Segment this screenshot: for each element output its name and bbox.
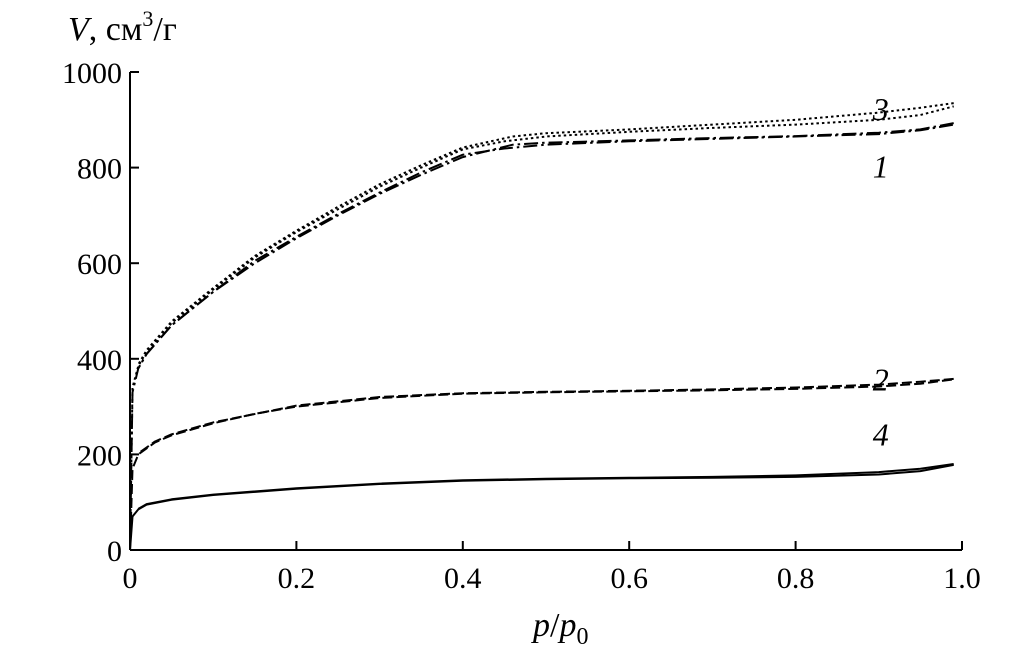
- x-tick-label: 0: [123, 562, 138, 595]
- x-axis-var: p: [531, 607, 550, 644]
- series-3-desorption-line: [137, 102, 954, 366]
- curve-labels: 1 2 3 4: [872, 91, 889, 452]
- curve-label-4: 4: [873, 416, 889, 452]
- series-2-desorption-line: [137, 377, 954, 455]
- curve-label-3: 3: [872, 91, 889, 127]
- y-tick-label: 800: [77, 153, 122, 186]
- y-tick-label: 0: [107, 535, 122, 568]
- curve-label-2: 2: [873, 361, 889, 397]
- series-4-adsorption-line: [129, 463, 954, 551]
- curve-label-1: 1: [873, 149, 889, 185]
- y-tick-label: 600: [77, 248, 122, 281]
- x-axis-title: p/p0: [531, 607, 588, 650]
- x-tick-label: 1.0: [943, 562, 981, 595]
- x-axis-var2: p: [557, 607, 576, 644]
- x-tick-label: 0.2: [278, 562, 316, 595]
- y-axis-title: V, см3/г: [68, 6, 177, 48]
- y-tick-label: 200: [77, 439, 122, 472]
- series-1-adsorption-line: [129, 123, 954, 551]
- y-tick-label: 400: [77, 344, 122, 377]
- series-4-desorption-line: [137, 463, 954, 510]
- ticks: 0 0.2 0.4 0.6 0.8 1.0 0 200 400 600 800 1000: [62, 57, 981, 595]
- x-tick-label: 0.4: [444, 562, 482, 595]
- series-3-adsorption-line: [129, 105, 954, 551]
- series-layer: [129, 102, 954, 551]
- axes: [129, 72, 962, 551]
- x-tick-label: 0.6: [610, 562, 648, 595]
- y-tick-label: 1000: [62, 57, 122, 90]
- series-2-adsorption-line: [129, 378, 954, 551]
- y-axis-unit-base: см: [106, 11, 143, 48]
- y-axis-sep: ,: [89, 11, 106, 48]
- y-axis-unit-sup: 3: [142, 6, 153, 31]
- x-axis-slash: /: [550, 607, 560, 644]
- y-axis-unit-tail: /г: [153, 11, 176, 48]
- x-tick-label: 0.8: [777, 562, 815, 595]
- x-axis-sub: 0: [576, 624, 588, 650]
- series-1-desorption-line: [137, 122, 954, 369]
